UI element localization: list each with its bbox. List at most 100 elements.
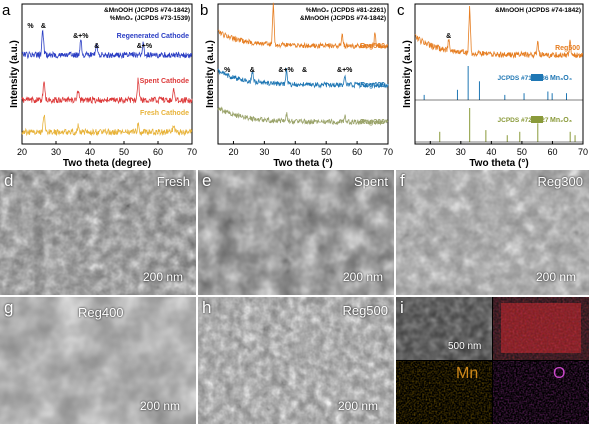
o-label: O xyxy=(553,365,566,382)
eds-mapping-panel: i 500 nm Mn O xyxy=(396,297,589,424)
sample-label: Fresh xyxy=(156,174,190,189)
x-tick-label: 30 xyxy=(456,147,466,157)
sem-texture xyxy=(0,297,196,424)
reference-label: JCPDS #72-1427 xyxy=(498,117,549,124)
xrd-panel-c: c 20 30 40 50 60 70 Two theta (°) Intensity (a.u… xyxy=(395,0,589,169)
peak-annotation: &+% xyxy=(73,33,89,40)
peak-annotation: & xyxy=(250,67,255,74)
panel-letter: d xyxy=(4,171,14,190)
x-tick-label: 50 xyxy=(517,147,527,157)
panel-letter: c xyxy=(397,2,405,19)
sem-texture xyxy=(396,170,589,295)
xrd-panel-a: a 20 30 40 50 60 70 Two theta (degree) Intensity… xyxy=(0,0,198,169)
peak-annotation: & xyxy=(94,43,99,50)
panel-letter: f xyxy=(400,171,405,190)
phase-legend: %MnO₂ (JCPDS #81-2261) xyxy=(306,7,386,14)
scale-bar-label: 500 nm xyxy=(448,341,482,352)
x-tick-label: 30 xyxy=(51,147,61,157)
peak-annotation: & xyxy=(446,33,451,40)
plot-frame xyxy=(21,3,193,145)
scale-bar-label: 200 nm xyxy=(143,270,184,284)
x-tick-label: 70 xyxy=(187,147,197,157)
x-tick-label: 70 xyxy=(578,147,588,157)
phase-legend: %MnO₂ (JCPDS #73-1539) xyxy=(110,15,190,22)
sample-label: Reg400 xyxy=(78,305,124,320)
y-axis-label: Intensity (a.u.) xyxy=(9,40,20,108)
xrd-series-line xyxy=(217,106,389,126)
panel-letter: g xyxy=(4,298,14,317)
phase-legend: &MnOOH (JCPDS #74-1842) xyxy=(495,7,581,14)
x-tick-label: 50 xyxy=(119,147,129,157)
panel-letter: e xyxy=(202,171,212,190)
reference-swatch xyxy=(531,74,543,81)
xrd-series-line xyxy=(21,114,193,137)
plot-frame xyxy=(217,3,389,145)
scale-bar-label: 200 nm xyxy=(338,399,379,413)
scale-bar-label: 200 nm xyxy=(343,270,384,284)
xrd-series-line xyxy=(217,2,388,50)
x-tick-label: 20 xyxy=(17,147,27,157)
sem-image-reg300: f Reg300 200 nm xyxy=(396,170,589,295)
panel-letter: h xyxy=(202,298,212,317)
o-map: O xyxy=(493,361,589,424)
xrd-chart-a: a 20 30 40 50 60 70 Two theta (degree) Intensity… xyxy=(2,2,197,169)
x-tick-label: 20 xyxy=(425,147,435,157)
peak-annotation: % xyxy=(27,23,34,30)
sem-image-spent: e Spent 200 nm xyxy=(198,170,394,295)
xrd-series-line xyxy=(21,77,193,105)
sem-image-reg500: h Reg500 200 nm xyxy=(198,297,394,424)
scale-bar-label: 200 nm xyxy=(140,399,181,413)
mn-label: Mn xyxy=(456,365,479,382)
x-axis-label: Two theta (°) xyxy=(273,158,332,168)
reference-phase: Mn₂O₃ xyxy=(550,117,572,124)
x-tick-label: 30 xyxy=(259,147,269,157)
sem-texture xyxy=(198,297,394,424)
xrd-panel-b: b 20 30 40 50 60 70 Two theta (°) Intensity (a.u… xyxy=(198,0,395,169)
x-tick-label: 60 xyxy=(352,147,362,157)
reference-swatch xyxy=(531,116,543,123)
reference-phase: Mn₃O₄ xyxy=(550,75,572,82)
peak-annotation: &+% xyxy=(278,67,294,74)
sample-label: Reg500 xyxy=(342,303,388,318)
overlay-map xyxy=(493,297,589,360)
series-label: Reg500 xyxy=(555,45,580,52)
series-label: Reg400 xyxy=(360,82,385,89)
x-tick-label: 50 xyxy=(321,147,331,157)
reference-label: JCPDS #71-0636 xyxy=(498,75,549,82)
x-axis-label: Two theta (°) xyxy=(469,158,528,168)
sem-texture xyxy=(198,170,394,295)
y-axis-label: Intensity (a.u.) xyxy=(402,40,413,108)
peak-annotation: & xyxy=(302,67,307,74)
scale-bar-label: 200 nm xyxy=(536,270,577,284)
phase-legend: &MnOOH (JCPDS #74-1842) xyxy=(104,7,190,14)
series-label: Reg500 xyxy=(360,43,385,50)
sem-image-reg400: g Reg400 200 nm xyxy=(0,297,196,424)
phase-legend: &MnOOH (JCPDS #74-1842) xyxy=(300,15,386,22)
xrd-series-line xyxy=(414,5,584,59)
sem-image-fresh: d Fresh 200 nm xyxy=(0,170,196,295)
xrd-chart-b: b 20 30 40 50 60 70 Two theta (°) Intensity (a.u… xyxy=(200,2,393,169)
series-label: Reg300 xyxy=(360,119,385,126)
x-tick-label: 40 xyxy=(85,147,95,157)
x-tick-label: 40 xyxy=(486,147,496,157)
x-tick-label: 70 xyxy=(383,147,393,157)
sem-texture xyxy=(0,170,196,295)
x-tick-label: 20 xyxy=(228,147,238,157)
sample-label: Reg300 xyxy=(537,174,583,189)
y-axis-label: Intensity (a.u.) xyxy=(205,40,216,108)
series-label: Fresh Cathode xyxy=(140,110,189,117)
series-label: Regenerated Cathode xyxy=(117,33,189,40)
mn-map: Mn xyxy=(396,361,492,424)
x-tick-label: 40 xyxy=(290,147,300,157)
x-axis-label: Two theta (degree) xyxy=(63,158,151,168)
peak-annotation: &+% xyxy=(137,43,153,50)
panel-letter: a xyxy=(2,2,11,19)
xrd-series-line xyxy=(217,68,389,89)
peak-annotation: &+% xyxy=(337,67,353,74)
sem-overview: i 500 nm xyxy=(396,297,492,360)
peak-annotation: & xyxy=(41,23,46,30)
peak-annotation: % xyxy=(224,67,231,74)
xrd-chart-c: c 20 30 40 50 60 70 Two theta (°) Intensity (a.u… xyxy=(397,2,588,169)
xrd-series-line xyxy=(21,29,192,60)
sample-label: Spent xyxy=(354,174,388,189)
